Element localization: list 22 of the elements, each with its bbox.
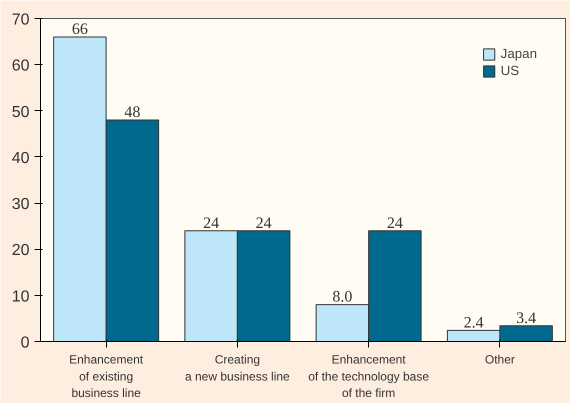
x-tick-label: Enhancement of existing business line [69, 352, 144, 400]
legend-label: US [500, 63, 520, 78]
y-tick-label: 60 [12, 58, 30, 75]
legend-label: Japan [500, 46, 537, 61]
y-tick-label: 20 [12, 242, 30, 260]
data-label: 48 [124, 104, 140, 122]
y-tick-label: 10 [12, 288, 30, 306]
x-tick-label: Creating a new business line [185, 352, 290, 384]
data-label: 66 [72, 20, 88, 38]
y-tick-label: 30 [12, 196, 30, 214]
x-tick-label: Enhancement of the technology base of the firm [308, 352, 430, 400]
data-label: 24 [256, 214, 272, 232]
y-tick-label: 0 [20, 334, 30, 352]
x-tick-label: Other [484, 352, 515, 366]
data-label: 24 [386, 214, 403, 232]
data-label: 24 [203, 214, 220, 232]
data-label: 3.4 [516, 310, 536, 327]
y-tick-label: 40 [12, 150, 30, 167]
data-label: 8.0 [332, 288, 352, 306]
data-label: 2.4 [464, 314, 484, 332]
y-tick-label: 70 [12, 12, 30, 28]
y-tick-label: 50 [12, 104, 30, 121]
